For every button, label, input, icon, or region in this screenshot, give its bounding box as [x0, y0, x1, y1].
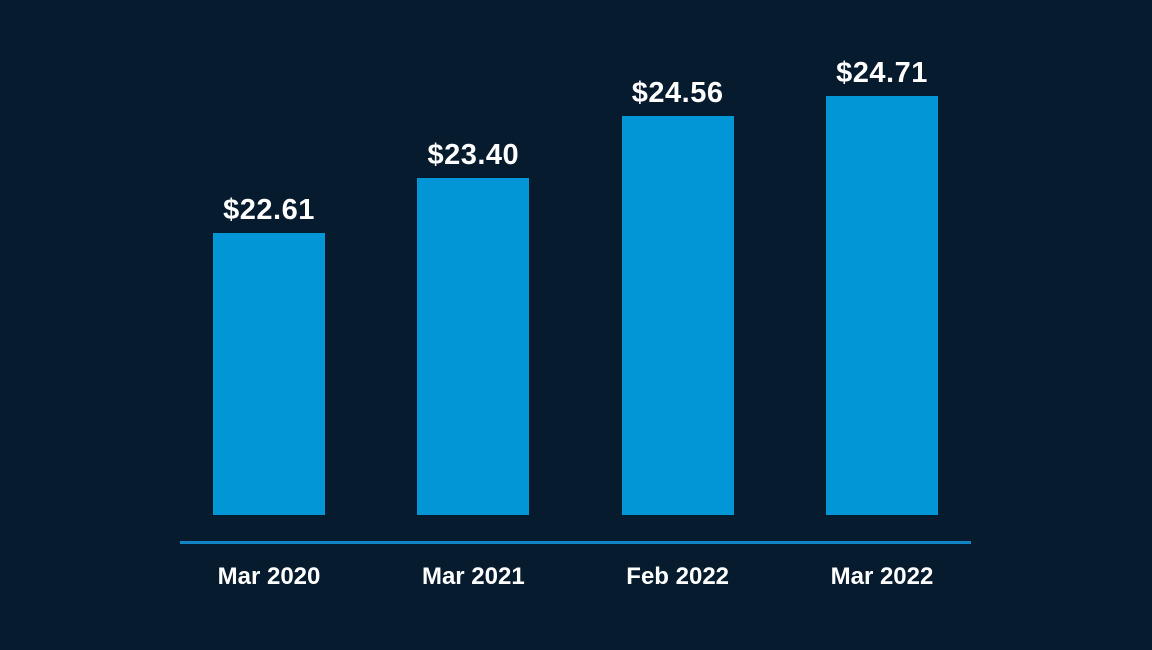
bar — [213, 233, 325, 515]
bars-row: $22.61 $23.40 $24.56 $24.71 — [180, 59, 971, 515]
bar-value-label: $24.56 — [631, 77, 724, 109]
bar — [621, 116, 734, 515]
x-axis-tick-label: Feb 2022 — [626, 563, 730, 590]
bar-column: $24.56 — [621, 77, 734, 515]
bar-value-label: $24.71 — [836, 57, 928, 89]
x-axis-labels-row: Mar 2020 Mar 2021 Feb 2022 Mar 2022 — [180, 563, 971, 590]
bar-column: $24.71 — [825, 57, 938, 515]
x-axis-tick-label: Mar 2020 — [217, 563, 321, 590]
x-axis-tick-label: Mar 2021 — [421, 563, 525, 590]
bar — [825, 96, 938, 515]
bar-column: $23.40 — [417, 139, 530, 515]
x-axis-tick-label: Mar 2022 — [830, 563, 934, 590]
bar — [417, 178, 530, 515]
bar-column: $22.61 — [213, 196, 325, 515]
x-axis-line — [180, 541, 971, 544]
bar-value-label: $22.61 — [223, 194, 315, 226]
bar-value-label: $23.40 — [427, 139, 520, 171]
